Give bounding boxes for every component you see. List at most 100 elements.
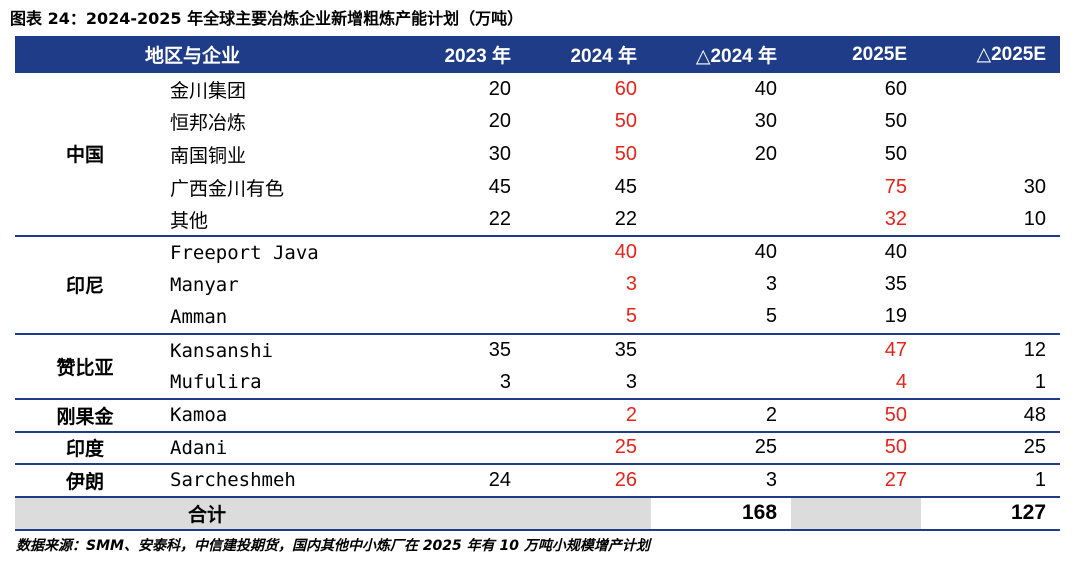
value-delta-2024: 40 (651, 234, 792, 269)
value-delta-2025e: 1 (921, 463, 1061, 497)
table-row: 中国 金川集团 20 60 40 60 (15, 73, 1060, 167)
total-row: 合计 168 127 (15, 495, 1061, 531)
value-2024: 2 (525, 397, 652, 432)
value-2024: 50 (614, 110, 638, 133)
value-delta-2025e (921, 301, 1060, 334)
company-cell: Amman (170, 305, 228, 328)
value-2024: 3 (625, 273, 638, 296)
region-cell: 中国 (65, 144, 104, 167)
value-delta-2024 (651, 203, 791, 236)
table-title: 图表 24：2024-2025 年全球主要冶炼企业新增粗炼产能计划（万吨） (10, 9, 524, 28)
header-2025e: 2025E (852, 43, 908, 65)
value-2023: 20 (488, 77, 512, 100)
table-row: 其他 22 22 32 10 (15, 203, 1060, 236)
region-cell: 刚果金 (15, 397, 155, 432)
table-row: 伊朗 Sarcheshmeh 24 26 3 27 1 (15, 463, 1061, 497)
value-delta-2024 (651, 332, 792, 367)
company-cell: 南国铜业 (170, 144, 247, 167)
value-2023: 45 (488, 175, 512, 198)
value-2023 (399, 430, 526, 465)
value-2025e: 4 (895, 370, 908, 393)
value-2025e: 47 (791, 332, 922, 367)
value-2025e: 60 (884, 77, 908, 100)
value-delta-2025e: 1 (1034, 370, 1047, 393)
value-delta-2024 (651, 171, 791, 204)
value-delta-2024: 30 (754, 110, 778, 133)
total-2024 (525, 495, 652, 531)
value-delta-2024: 2 (651, 397, 792, 432)
header-2024: 2024 年 (570, 46, 638, 67)
total-delta-2025e: 127 (921, 495, 1061, 531)
value-2024: 60 (614, 77, 638, 100)
total-delta-2024: 168 (651, 495, 792, 531)
region-cell: 印度 (15, 430, 155, 465)
value-2025e: 35 (884, 273, 908, 296)
total-2025e (791, 495, 922, 531)
value-delta-2025e: 10 (1023, 207, 1047, 230)
value-2025e: 50 (791, 430, 922, 465)
value-2023: 22 (488, 207, 512, 230)
value-2025e: 19 (884, 305, 908, 328)
value-2023 (399, 301, 525, 334)
table-row: 南国铜业 30 50 20 50 (15, 138, 1060, 171)
company-cell: 恒邦冶炼 (170, 112, 247, 135)
header-row: 地区与企业 2023 年 2024 年 △2024 年 2025E △2025E (15, 36, 1061, 73)
value-delta-2024: 40 (754, 77, 778, 100)
table-row: Mufulira 3 3 4 1 (15, 366, 1060, 399)
header-delta-2025e: △2025E (976, 44, 1047, 65)
value-delta-2024: 5 (765, 305, 778, 328)
table-row: 刚果金 Kamoa 2 2 50 48 (15, 397, 1061, 432)
table-row: 印尼 Freeport Java 40 40 40 (15, 234, 1061, 334)
company-cell: Kansanshi (155, 332, 400, 367)
value-2025e: 27 (791, 463, 922, 497)
value-delta-2025e (921, 269, 1060, 302)
value-delta-2025e (921, 234, 1061, 269)
value-delta-2024: 3 (651, 463, 792, 497)
header-region: 地区与企业 (145, 45, 241, 67)
header-delta-2024: △2024 年 (695, 46, 778, 67)
value-delta-2025e: 25 (921, 430, 1061, 465)
table-row: Manyar 3 3 35 (15, 269, 1060, 302)
company-cell: 广西金川有色 (170, 177, 285, 200)
value-delta-2025e: 30 (1023, 175, 1047, 198)
value-delta-2024: 3 (765, 273, 778, 296)
value-2025e: 50 (884, 142, 908, 165)
value-2024: 50 (614, 142, 638, 165)
company-cell: Manyar (170, 273, 239, 296)
value-2024: 22 (614, 207, 638, 230)
value-delta-2025e: 48 (921, 397, 1061, 432)
company-cell: Mufulira (170, 371, 262, 394)
value-2023: 35 (399, 332, 526, 367)
company-cell: Sarcheshmeh (155, 463, 400, 497)
value-2024: 3 (625, 370, 638, 393)
value-2023: 3 (499, 370, 512, 393)
company-cell: Kamoa (155, 397, 400, 432)
table-row: 广西金川有色 45 45 75 30 (15, 171, 1060, 204)
value-2024: 25 (525, 430, 652, 465)
value-2025e: 50 (884, 110, 908, 133)
table-row: 赞比亚 Kansanshi 35 35 47 12 (15, 332, 1061, 399)
region-cell: 印尼 (15, 234, 155, 334)
value-delta-2024: 25 (651, 430, 792, 465)
value-delta-2024: 20 (754, 142, 778, 165)
value-2024: 35 (525, 332, 652, 367)
header-2023: 2023 年 (444, 46, 512, 67)
value-2025e: 40 (791, 234, 922, 269)
capacity-table-container: 地区与企业 2023 年 2024 年 △2024 年 2025E △2025E… (15, 36, 1061, 531)
source-note: 数据来源：SMM、安泰科，中信建投期货，国内其他中小炼厂在 2025 年有 10… (16, 538, 650, 554)
value-2023: 20 (488, 110, 512, 133)
value-2023 (399, 269, 525, 302)
value-2023: 24 (399, 463, 526, 497)
value-2025e: 50 (791, 397, 922, 432)
value-2024: 40 (525, 234, 652, 269)
value-2024: 45 (614, 175, 638, 198)
capacity-table: 地区与企业 2023 年 2024 年 △2024 年 2025E △2025E… (15, 36, 1061, 531)
table-row: 印度 Adani 25 25 50 25 (15, 430, 1061, 465)
table-row: 恒邦冶炼 20 50 30 50 (15, 106, 1060, 139)
total-2023 (399, 495, 526, 531)
value-delta-2025e: 12 (921, 332, 1061, 367)
region-cell: 伊朗 (15, 463, 155, 497)
total-label: 合计 (15, 495, 400, 531)
value-2023: 30 (488, 142, 512, 165)
value-delta-2025e (921, 73, 1060, 106)
